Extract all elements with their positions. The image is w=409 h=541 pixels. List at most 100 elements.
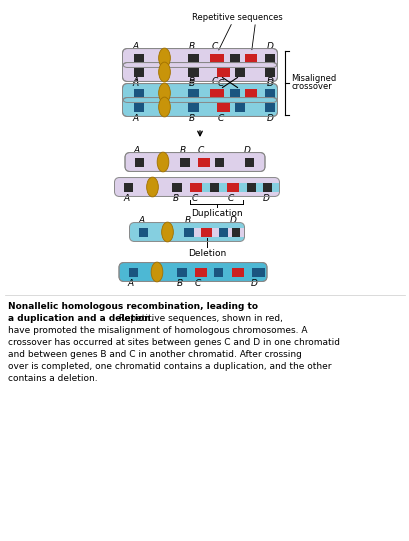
Ellipse shape — [157, 152, 169, 172]
Bar — [265, 68, 275, 76]
Bar — [252, 267, 261, 276]
Text: C: C — [217, 114, 223, 123]
Bar — [188, 54, 199, 63]
Bar — [180, 157, 189, 167]
Text: Deletion: Deletion — [188, 248, 226, 258]
FancyBboxPatch shape — [122, 63, 277, 82]
Text: and between genes B and C in another chromatid. After crossing: and between genes B and C in another chr… — [8, 350, 301, 359]
Text: A: A — [134, 146, 140, 155]
Text: Duplication: Duplication — [191, 208, 242, 217]
Text: B: B — [180, 146, 186, 155]
Bar — [263, 182, 272, 192]
Bar — [124, 182, 133, 192]
Text: D: D — [266, 114, 273, 123]
Text: A: A — [123, 194, 129, 203]
Ellipse shape — [161, 222, 173, 242]
Bar — [189, 228, 244, 236]
Text: C: C — [191, 194, 197, 203]
Bar — [247, 182, 256, 192]
Bar — [194, 182, 279, 192]
Ellipse shape — [158, 62, 170, 82]
Text: D: D — [250, 279, 257, 288]
Bar — [210, 182, 219, 192]
Bar — [201, 228, 212, 236]
Text: Repetitive sequences: Repetitive sequences — [192, 13, 282, 22]
Bar — [129, 267, 138, 276]
Bar — [213, 267, 222, 276]
Text: D: D — [263, 194, 269, 203]
Text: contains a deletion.: contains a deletion. — [8, 374, 97, 383]
Ellipse shape — [151, 262, 162, 282]
Text: D: D — [229, 216, 236, 225]
Bar — [134, 89, 144, 97]
Ellipse shape — [146, 177, 158, 197]
Text: have promoted the misalignment of homologous chromosomes. A: have promoted the misalignment of homolo… — [8, 326, 307, 335]
Text: D: D — [266, 42, 273, 51]
Bar — [134, 54, 144, 63]
Text: C: C — [211, 42, 217, 51]
Text: A: A — [138, 216, 144, 225]
Text: crossover has occurred at sites between genes C and D in one chromatid: crossover has occurred at sites between … — [8, 338, 339, 347]
Bar — [214, 157, 223, 167]
Text: B: B — [188, 77, 194, 86]
Bar — [188, 102, 199, 111]
Text: B: B — [188, 42, 194, 51]
Text: C: C — [194, 279, 201, 288]
Text: over is completed, one chromatid contains a duplication, and the other: over is completed, one chromatid contain… — [8, 362, 331, 371]
Text: B: B — [188, 79, 194, 88]
Bar — [245, 89, 257, 97]
Text: B: B — [177, 279, 182, 288]
Text: A: A — [132, 77, 138, 86]
Text: Nonallelic homologous recombination, leading to: Nonallelic homologous recombination, lea… — [8, 302, 257, 311]
Bar — [177, 267, 187, 276]
FancyBboxPatch shape — [122, 49, 277, 68]
Bar — [256, 267, 264, 276]
Ellipse shape — [158, 97, 170, 117]
Bar — [232, 228, 240, 236]
Bar — [210, 54, 224, 63]
Ellipse shape — [158, 48, 170, 68]
Bar — [265, 54, 275, 63]
Text: C: C — [217, 79, 223, 88]
Text: B: B — [184, 216, 190, 225]
Bar — [135, 157, 144, 167]
Text: A: A — [132, 114, 138, 123]
Bar — [231, 267, 243, 276]
Text: B: B — [172, 194, 178, 203]
FancyBboxPatch shape — [122, 83, 277, 102]
Bar — [134, 68, 144, 76]
Bar — [230, 89, 240, 97]
FancyBboxPatch shape — [119, 262, 266, 281]
Bar — [227, 182, 239, 192]
Ellipse shape — [158, 83, 170, 103]
Bar — [210, 89, 224, 97]
Text: C: C — [198, 146, 204, 155]
Text: D: D — [243, 146, 250, 155]
Bar — [184, 228, 194, 236]
Bar — [190, 182, 202, 192]
Text: crossover: crossover — [291, 82, 331, 91]
FancyBboxPatch shape — [125, 153, 264, 171]
Bar — [188, 89, 199, 97]
Bar — [245, 54, 257, 63]
Bar — [198, 157, 209, 167]
Bar — [188, 68, 199, 76]
Bar — [139, 228, 148, 236]
Bar — [219, 228, 228, 236]
Text: Misaligned: Misaligned — [291, 74, 336, 83]
FancyBboxPatch shape — [122, 97, 277, 116]
Text: D: D — [266, 79, 273, 88]
Text: D: D — [266, 77, 273, 86]
Text: A: A — [128, 279, 134, 288]
Text: B: B — [188, 114, 194, 123]
Bar — [235, 102, 245, 111]
FancyBboxPatch shape — [129, 222, 244, 241]
Bar — [265, 102, 275, 111]
Bar — [217, 68, 230, 76]
Text: C: C — [211, 77, 217, 86]
Bar — [230, 54, 240, 63]
Bar — [217, 102, 230, 111]
FancyBboxPatch shape — [114, 177, 279, 196]
Bar — [195, 267, 207, 276]
Text: A: A — [132, 79, 138, 88]
